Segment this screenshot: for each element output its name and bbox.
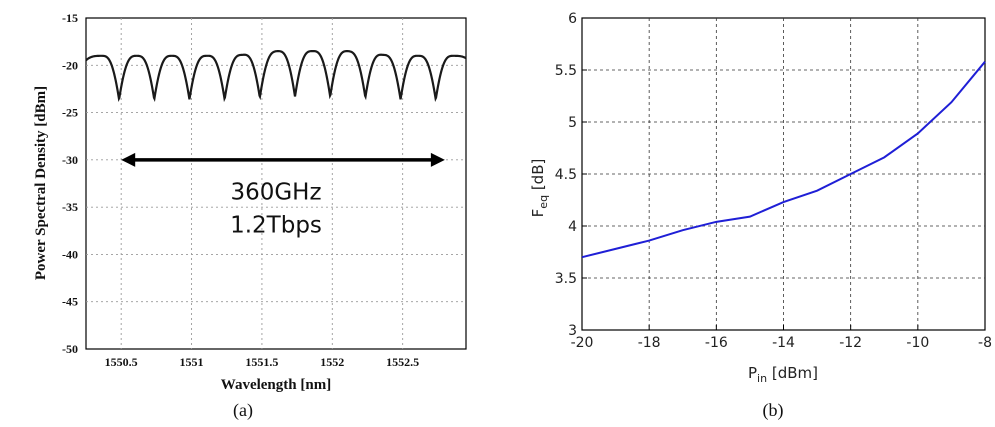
panel-a-xtick-label: 1552 (320, 355, 344, 369)
panel-b-xtick-label: -12 (839, 335, 862, 351)
panel-a-ticks: 1550.5 1551 1551.5 1552 1552.5 -50 -45 -40 -35 -3… (62, 11, 419, 369)
panel-a-xtick-label: 1551 (180, 355, 204, 369)
panel-a-grid (86, 18, 466, 349)
panel-b-ylabel-main: F (529, 209, 547, 218)
panel-a-spectrum-line (85, 50, 467, 103)
panel-a-xtick-label: 1550.5 (105, 355, 138, 369)
panel-b-xlabel-main: P (748, 364, 757, 382)
panel-b-noise-figure-line (581, 61, 986, 259)
panel-a-annotation-bitrate: 1.2Tbps (230, 213, 322, 239)
arrow-head-left (121, 152, 136, 167)
panel-a: 1550.5 1551 1551.5 1552 1552.5 -50 -45 -40 -35 -3… (33, 11, 467, 421)
panel-b-caption: (b) (763, 400, 784, 421)
panel-b-xlabel: Pin [dBm] (748, 364, 818, 385)
panel-a-ytick-label: -20 (62, 58, 78, 72)
panel-a-ytick-label: -40 (62, 247, 78, 261)
panel-a-ytick-label: -30 (62, 153, 78, 167)
panel-b-xtick-label: -8 (978, 335, 992, 351)
panel-a-ylabel: Power Spectral Density [dBm] (33, 86, 49, 280)
panel-b-xlabel-rest: [dBm] (767, 364, 818, 382)
panel-a-ytick-label: -15 (62, 11, 78, 25)
panel-b-xtick-label: -20 (571, 335, 594, 351)
panel-a-xlabel: Wavelength [nm] (221, 377, 331, 393)
panel-a-bandwidth-arrow (121, 152, 445, 167)
panel-b-ytick-label: 5 (568, 115, 577, 131)
panel-a-xtick-label: 1552.5 (386, 355, 419, 369)
panel-a-ytick-label: -35 (62, 200, 78, 214)
panel-b-ytick-label: 5.5 (555, 63, 577, 79)
panel-b-xlabel-sub: in (757, 372, 767, 385)
panel-b-ticks: -20 -18 -16 -14 -12 -10 -8 3 3.5 4 4.5 5 5.5 6 (555, 11, 992, 351)
panel-a-annotation-bandwidth: 360GHz (230, 180, 321, 206)
panel-b-ylabel-rest: [dB] (529, 159, 547, 195)
panel-b-ytick-label: 4.5 (555, 167, 577, 183)
panel-a-ytick-label: -25 (62, 106, 78, 120)
arrow-head-right (430, 152, 445, 167)
panel-b-xtick-label: -14 (772, 335, 795, 351)
panel-b-ytick-label: 4 (568, 219, 577, 235)
panel-b-grid (582, 18, 985, 330)
panel-b-ytick-label: 3 (568, 323, 577, 339)
panel-b-ylabel-sub: eq (537, 195, 550, 209)
panel-b-xtick-label: -18 (638, 335, 661, 351)
panel-a-ytick-label: -45 (62, 295, 78, 309)
panel-b-xtick-label: -16 (705, 335, 728, 351)
panel-b-ytick-label: 3.5 (555, 271, 577, 287)
panel-b-xtick-label: -10 (906, 335, 929, 351)
panel-a-xtick-label: 1551.5 (245, 355, 278, 369)
panel-a-caption: (a) (233, 400, 253, 421)
panel-b-ytick-label: 6 (568, 11, 577, 27)
panel-b: -20 -18 -16 -14 -12 -10 -8 3 3.5 4 4.5 5 5.5 6 Pin [d… (529, 11, 992, 421)
panel-a-ytick-label: -50 (62, 342, 78, 356)
panel-b-ylabel: Feq [dB] (529, 159, 550, 218)
